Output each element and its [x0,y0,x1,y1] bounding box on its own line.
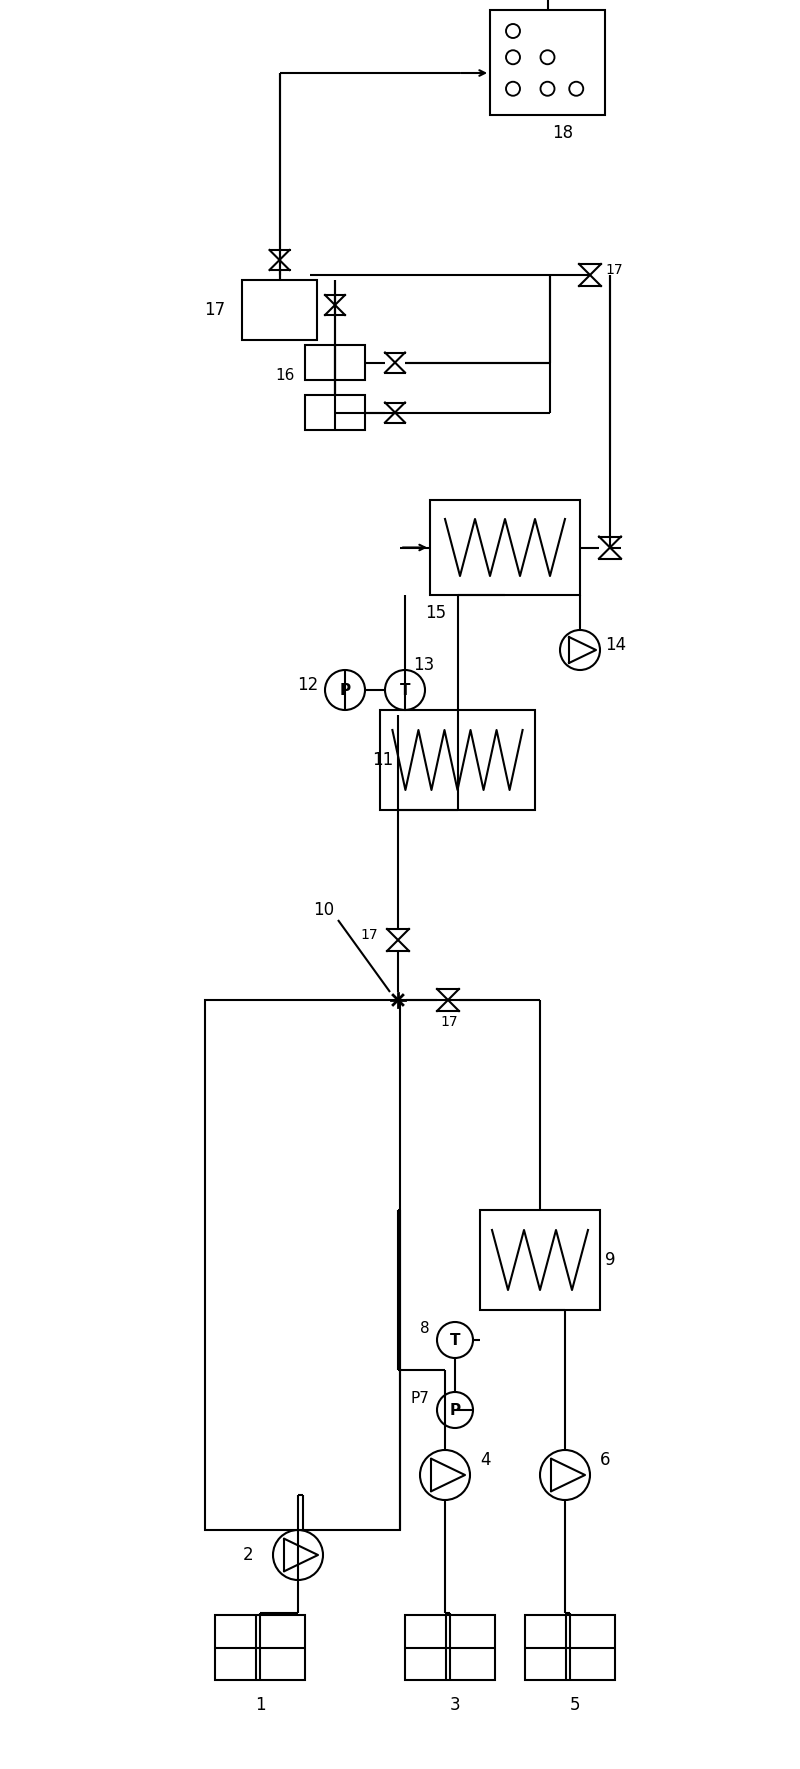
Text: P7: P7 [410,1390,429,1406]
Text: 14: 14 [605,637,626,655]
Text: 5: 5 [570,1696,581,1714]
Bar [405,1615,495,1681]
Text: 9: 9 [605,1251,615,1268]
Text: P: P [339,683,350,697]
Text: 16: 16 [275,368,294,382]
Bar [205,999,400,1530]
Bar [305,345,365,380]
Text: 15: 15 [425,603,446,623]
Bar [215,1615,305,1681]
Text: 13: 13 [413,656,434,674]
Bar [430,501,580,594]
Bar [380,709,535,810]
Text: T: T [450,1332,460,1348]
Bar [242,280,317,340]
Bar [305,394,365,430]
Bar [480,1210,600,1311]
Text: 17: 17 [440,1015,458,1030]
Text: 10: 10 [313,900,334,920]
Text: 12: 12 [297,676,318,693]
Text: P: P [450,1403,461,1417]
Text: 18: 18 [553,124,574,142]
Bar [490,11,605,115]
Text: 4: 4 [480,1451,490,1468]
Text: 1: 1 [255,1696,266,1714]
Text: 3: 3 [450,1696,461,1714]
Bar [525,1615,615,1681]
Text: T: T [400,683,410,697]
Text: 2: 2 [243,1546,254,1564]
Text: 17: 17 [605,264,622,278]
Text: 17: 17 [204,301,225,318]
Text: 8: 8 [420,1320,430,1336]
Text: 6: 6 [600,1451,610,1468]
Text: 11: 11 [372,752,394,770]
Text: 17: 17 [360,929,378,943]
